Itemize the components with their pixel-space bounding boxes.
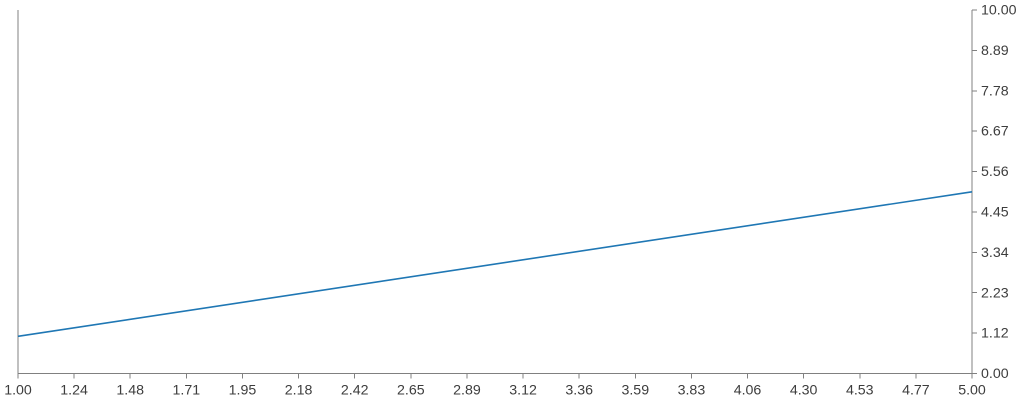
svg-text:2.65: 2.65 [397,383,425,399]
svg-text:2.18: 2.18 [285,383,313,399]
svg-text:3.83: 3.83 [678,383,706,399]
svg-text:1.95: 1.95 [229,383,257,399]
svg-text:4.06: 4.06 [734,383,762,399]
svg-text:2.23: 2.23 [981,285,1009,301]
svg-text:10.00: 10.00 [981,3,1017,19]
svg-text:6.67: 6.67 [981,124,1009,140]
svg-text:0.00: 0.00 [981,366,1009,382]
svg-text:4.45: 4.45 [981,204,1009,220]
svg-text:4.30: 4.30 [790,383,818,399]
svg-text:3.12: 3.12 [509,383,537,399]
svg-text:5.56: 5.56 [981,164,1009,180]
svg-text:2.42: 2.42 [341,383,369,399]
svg-text:1.71: 1.71 [173,383,201,399]
svg-text:1.12: 1.12 [981,326,1009,342]
svg-text:4.53: 4.53 [846,383,874,399]
svg-text:5.00: 5.00 [958,383,986,399]
svg-text:3.59: 3.59 [621,383,649,399]
svg-text:7.78: 7.78 [981,83,1009,99]
svg-text:1.24: 1.24 [60,383,88,399]
svg-text:2.89: 2.89 [453,383,481,399]
svg-text:1.48: 1.48 [116,383,144,399]
svg-text:1.00: 1.00 [4,383,32,399]
svg-text:3.34: 3.34 [981,245,1009,261]
svg-text:8.89: 8.89 [981,43,1009,59]
svg-text:4.77: 4.77 [902,383,930,399]
svg-text:3.36: 3.36 [565,383,593,399]
